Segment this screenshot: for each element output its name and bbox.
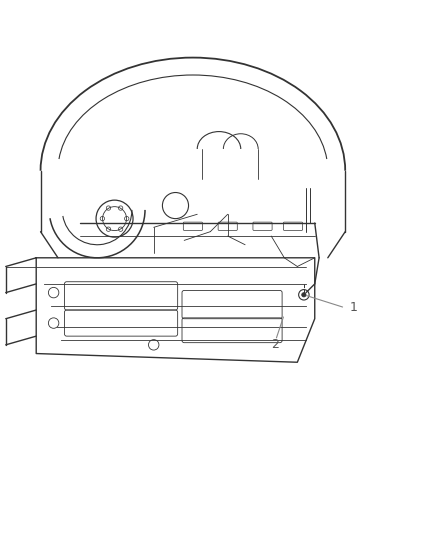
Text: 1: 1 bbox=[350, 301, 357, 314]
Text: 2: 2 bbox=[271, 338, 279, 351]
Circle shape bbox=[302, 293, 306, 297]
